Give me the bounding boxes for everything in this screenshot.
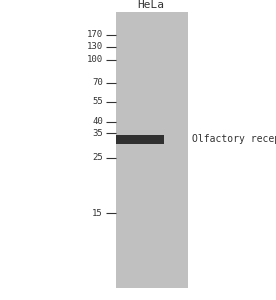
Text: 70: 70 <box>92 78 103 87</box>
Text: 40: 40 <box>92 117 103 126</box>
Text: 25: 25 <box>92 153 103 162</box>
Text: 130: 130 <box>87 42 103 51</box>
Text: 170: 170 <box>87 30 103 39</box>
Text: 55: 55 <box>92 98 103 106</box>
Text: HeLa: HeLa <box>137 1 164 10</box>
Text: 15: 15 <box>92 208 103 217</box>
Bar <box>116 135 164 144</box>
Text: 100: 100 <box>87 56 103 64</box>
Bar <box>116 12 188 288</box>
Text: 35: 35 <box>92 129 103 138</box>
Text: Olfactory receptor 2D3: Olfactory receptor 2D3 <box>192 134 276 145</box>
